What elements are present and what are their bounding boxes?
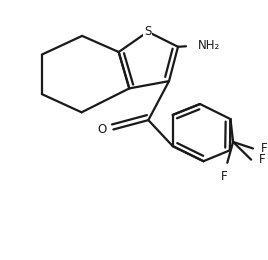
- Text: O: O: [98, 123, 107, 136]
- Text: NH₂: NH₂: [198, 39, 220, 52]
- Text: F: F: [221, 170, 228, 183]
- Text: S: S: [144, 25, 151, 38]
- Text: F: F: [259, 153, 265, 166]
- Text: F: F: [260, 142, 267, 155]
